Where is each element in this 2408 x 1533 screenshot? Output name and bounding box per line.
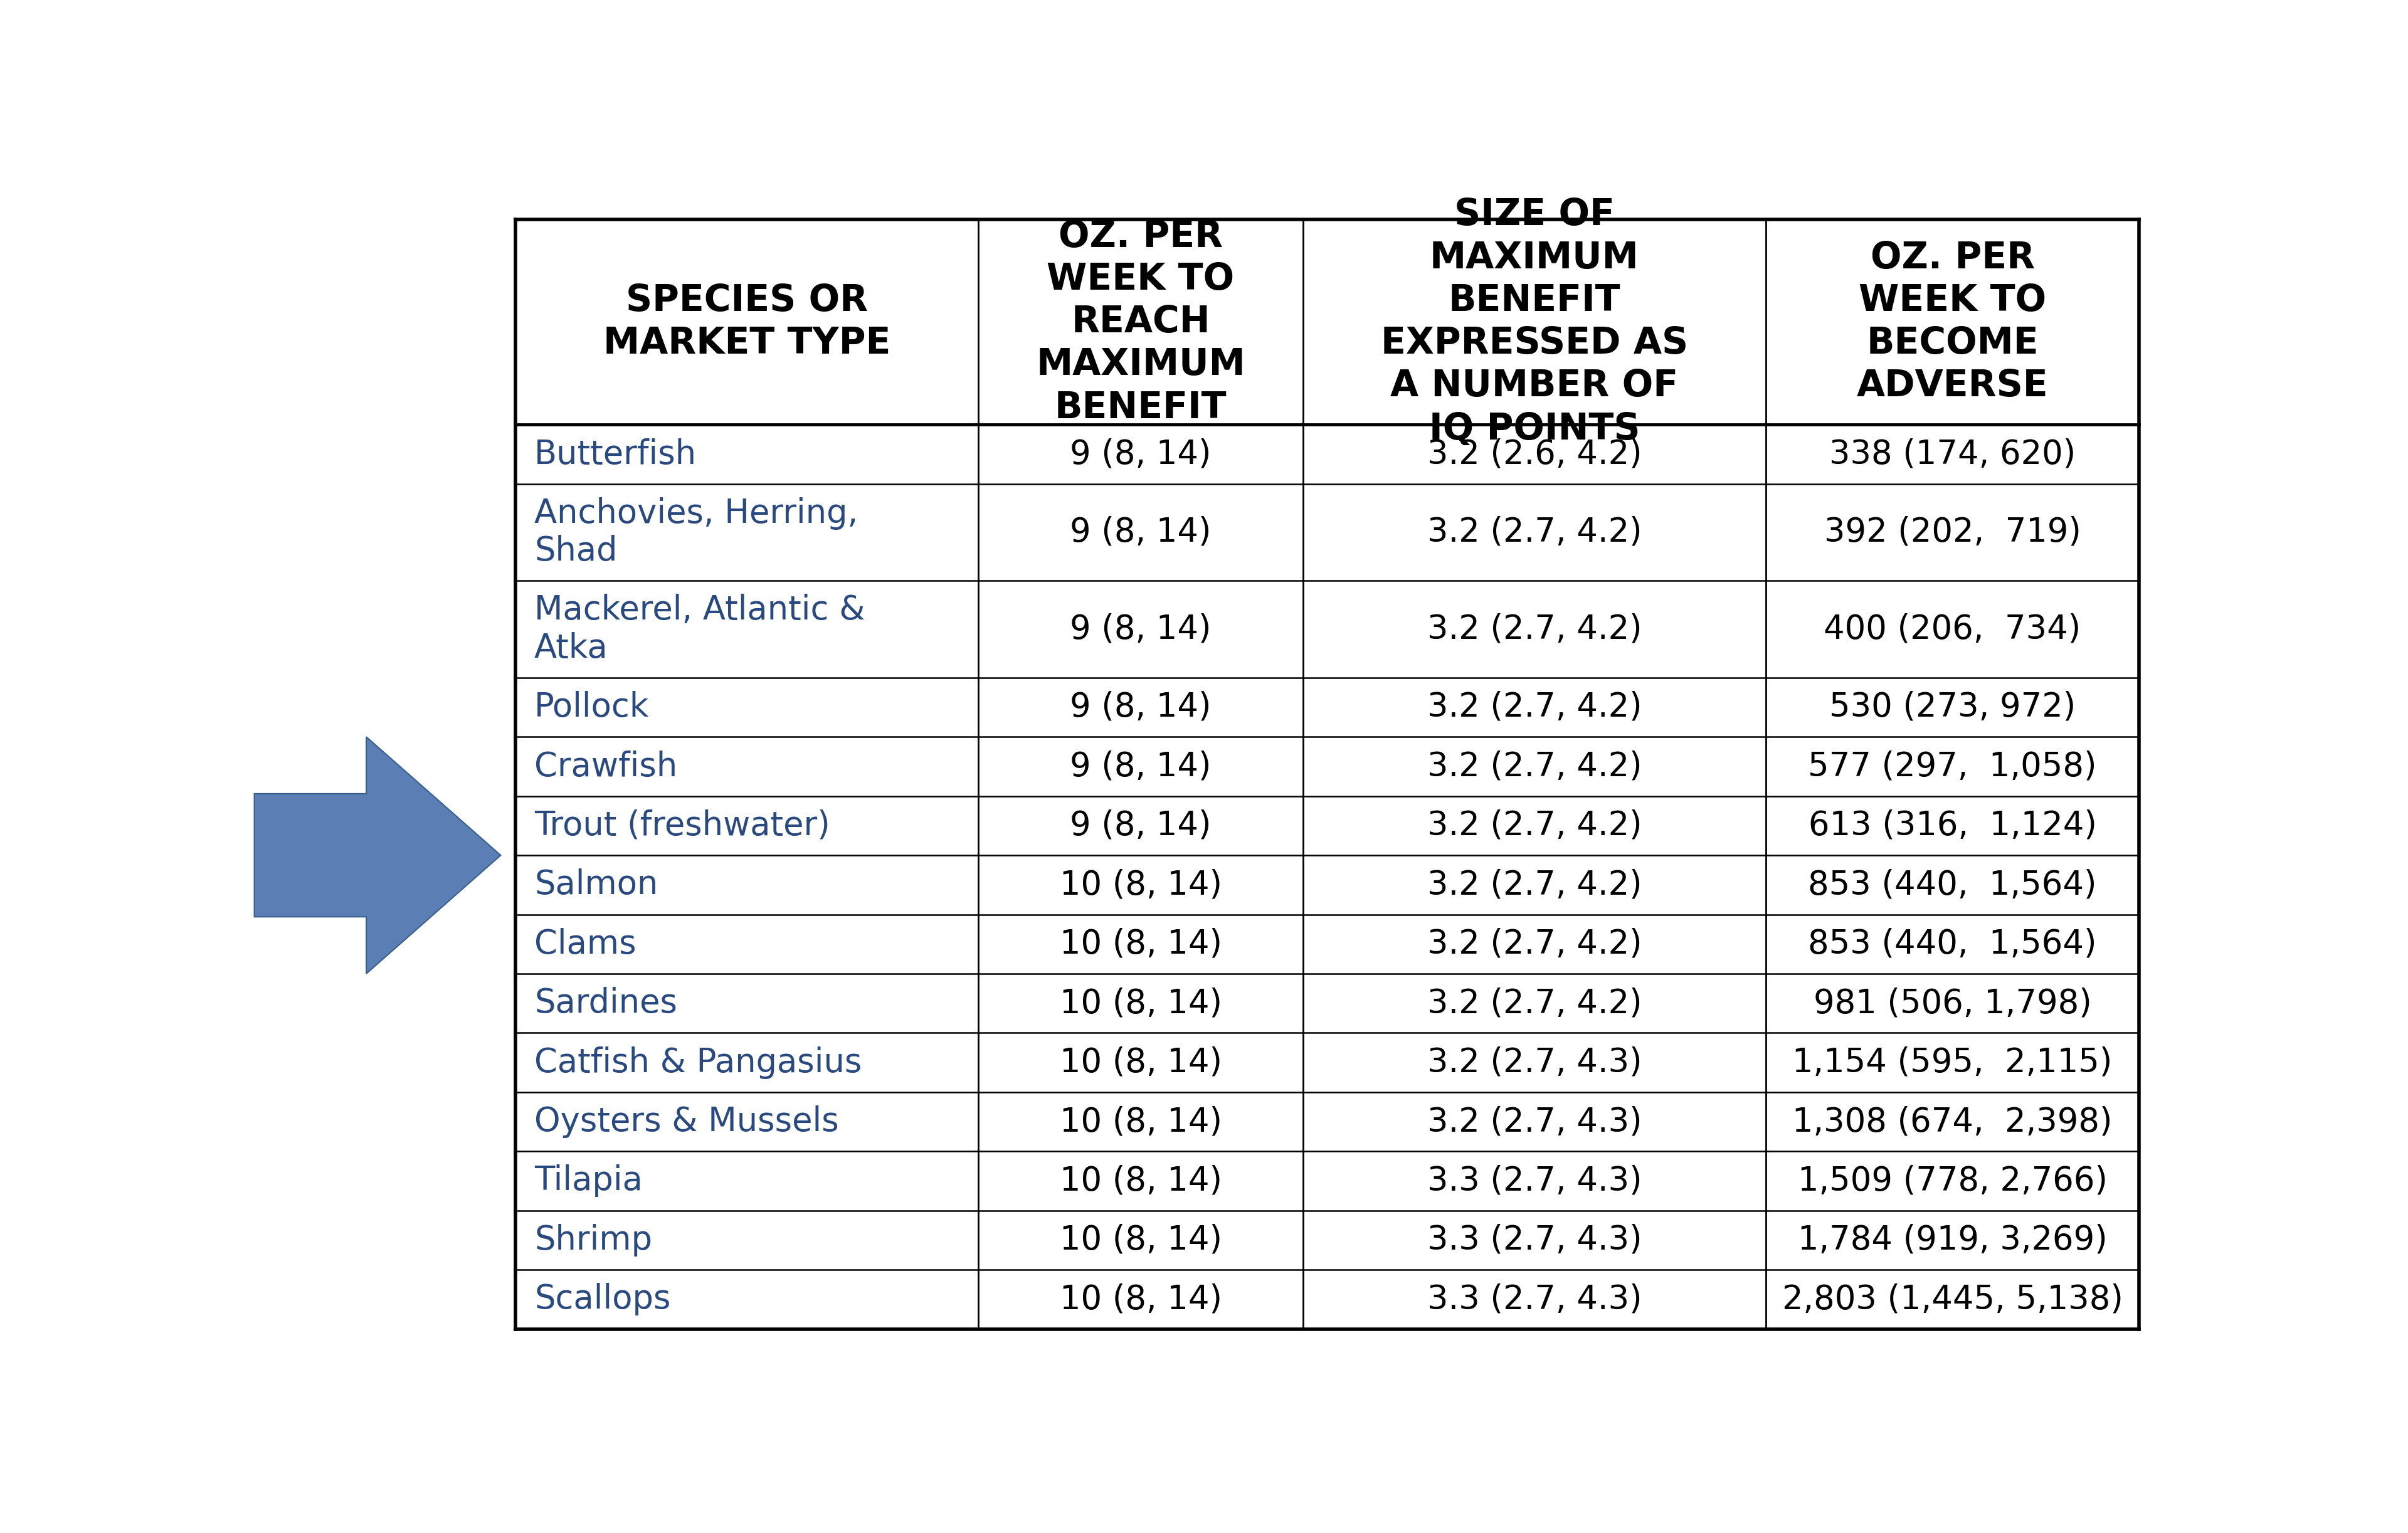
- Text: 9 (8, 14): 9 (8, 14): [1069, 750, 1211, 783]
- Text: 3.2 (2.7, 4.2): 3.2 (2.7, 4.2): [1428, 809, 1642, 842]
- Text: 853 (440,  1,564): 853 (440, 1,564): [1808, 927, 2097, 960]
- Text: 3.2 (2.7, 4.2): 3.2 (2.7, 4.2): [1428, 691, 1642, 724]
- Text: 10 (8, 14): 10 (8, 14): [1060, 1046, 1221, 1079]
- Text: Salmon: Salmon: [535, 869, 657, 901]
- Text: 2,803 (1,445, 5,138): 2,803 (1,445, 5,138): [1782, 1283, 2124, 1315]
- Text: 3.2 (2.6, 4.2): 3.2 (2.6, 4.2): [1428, 438, 1642, 471]
- Text: SPECIES OR
MARKET TYPE: SPECIES OR MARKET TYPE: [604, 282, 891, 362]
- Text: 577 (297,  1,058): 577 (297, 1,058): [1808, 750, 2097, 783]
- Text: Crawfish: Crawfish: [535, 750, 677, 783]
- Text: 10 (8, 14): 10 (8, 14): [1060, 987, 1221, 1019]
- Text: 3.2 (2.7, 4.2): 3.2 (2.7, 4.2): [1428, 750, 1642, 783]
- Text: 3.3 (2.7, 4.3): 3.3 (2.7, 4.3): [1428, 1165, 1642, 1197]
- Text: 400 (206,  734): 400 (206, 734): [1823, 613, 2081, 645]
- Text: 3.2 (2.7, 4.2): 3.2 (2.7, 4.2): [1428, 987, 1642, 1019]
- Text: 10 (8, 14): 10 (8, 14): [1060, 1105, 1221, 1137]
- Text: 392 (202,  719): 392 (202, 719): [1823, 517, 2081, 549]
- Text: Sardines: Sardines: [535, 987, 677, 1019]
- Text: SIZE OF
MAXIMUM
BENEFIT
EXPRESSED AS
A NUMBER OF
IQ POINTS: SIZE OF MAXIMUM BENEFIT EXPRESSED AS A N…: [1380, 198, 1688, 446]
- Text: 10 (8, 14): 10 (8, 14): [1060, 927, 1221, 960]
- Text: Mackerel, Atlantic &
Atka: Mackerel, Atlantic & Atka: [535, 593, 864, 664]
- Polygon shape: [255, 737, 501, 973]
- Text: 10 (8, 14): 10 (8, 14): [1060, 869, 1221, 901]
- Text: 9 (8, 14): 9 (8, 14): [1069, 613, 1211, 645]
- Text: Butterfish: Butterfish: [535, 438, 696, 471]
- Text: 1,784 (919, 3,269): 1,784 (919, 3,269): [1799, 1223, 2107, 1257]
- Text: 1,154 (595,  2,115): 1,154 (595, 2,115): [1792, 1046, 2112, 1079]
- Text: Trout (freshwater): Trout (freshwater): [535, 809, 831, 842]
- Text: Scallops: Scallops: [535, 1283, 672, 1315]
- Text: Pollock: Pollock: [535, 691, 650, 724]
- Text: 3.2 (2.7, 4.3): 3.2 (2.7, 4.3): [1428, 1046, 1642, 1079]
- Text: Catfish & Pangasius: Catfish & Pangasius: [535, 1046, 862, 1079]
- Text: 9 (8, 14): 9 (8, 14): [1069, 691, 1211, 724]
- Text: OZ. PER
WEEK TO
BECOME
ADVERSE: OZ. PER WEEK TO BECOME ADVERSE: [1857, 241, 2049, 405]
- Text: 3.3 (2.7, 4.3): 3.3 (2.7, 4.3): [1428, 1283, 1642, 1315]
- Text: 10 (8, 14): 10 (8, 14): [1060, 1223, 1221, 1257]
- Text: Anchovies, Herring,
Shad: Anchovies, Herring, Shad: [535, 497, 857, 567]
- Text: 3.3 (2.7, 4.3): 3.3 (2.7, 4.3): [1428, 1223, 1642, 1257]
- Text: 3.2 (2.7, 4.2): 3.2 (2.7, 4.2): [1428, 613, 1642, 645]
- Text: 9 (8, 14): 9 (8, 14): [1069, 809, 1211, 842]
- Text: Shrimp: Shrimp: [535, 1223, 653, 1257]
- Text: OZ. PER
WEEK TO
REACH
MAXIMUM
BENEFIT: OZ. PER WEEK TO REACH MAXIMUM BENEFIT: [1035, 219, 1245, 426]
- Text: 9 (8, 14): 9 (8, 14): [1069, 438, 1211, 471]
- Text: Tilapia: Tilapia: [535, 1165, 643, 1197]
- Text: 338 (174, 620): 338 (174, 620): [1830, 438, 2076, 471]
- Text: 530 (273, 972): 530 (273, 972): [1830, 691, 2076, 724]
- Text: 981 (506, 1,798): 981 (506, 1,798): [1813, 987, 2093, 1019]
- Text: Clams: Clams: [535, 927, 636, 960]
- Text: 10 (8, 14): 10 (8, 14): [1060, 1283, 1221, 1315]
- Text: 9 (8, 14): 9 (8, 14): [1069, 517, 1211, 549]
- Text: 3.2 (2.7, 4.2): 3.2 (2.7, 4.2): [1428, 927, 1642, 960]
- Text: 1,308 (674,  2,398): 1,308 (674, 2,398): [1792, 1105, 2112, 1137]
- Text: 3.2 (2.7, 4.2): 3.2 (2.7, 4.2): [1428, 869, 1642, 901]
- Text: 3.2 (2.7, 4.2): 3.2 (2.7, 4.2): [1428, 517, 1642, 549]
- Text: 1,509 (778, 2,766): 1,509 (778, 2,766): [1799, 1165, 2107, 1197]
- Text: 613 (316,  1,124): 613 (316, 1,124): [1808, 809, 2097, 842]
- Text: 853 (440,  1,564): 853 (440, 1,564): [1808, 869, 2097, 901]
- Text: 10 (8, 14): 10 (8, 14): [1060, 1165, 1221, 1197]
- Text: 3.2 (2.7, 4.3): 3.2 (2.7, 4.3): [1428, 1105, 1642, 1137]
- Text: Oysters & Mussels: Oysters & Mussels: [535, 1105, 838, 1137]
